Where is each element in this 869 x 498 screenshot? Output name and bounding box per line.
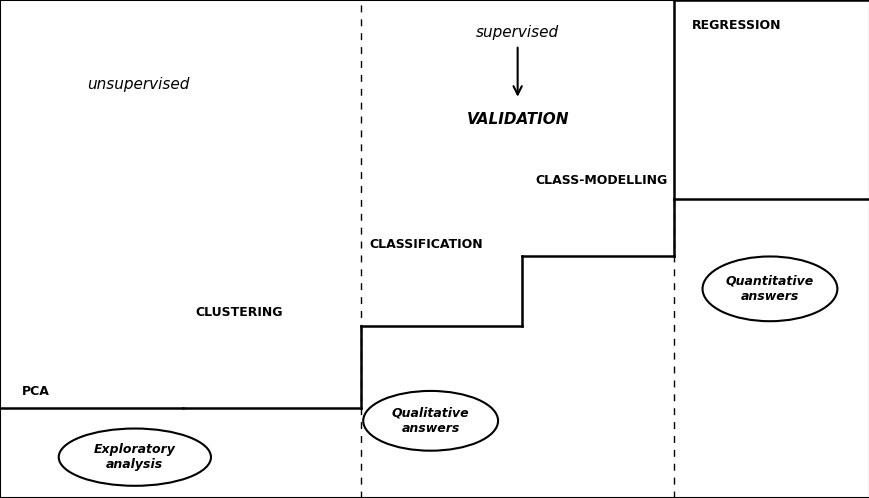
Text: CLASSIFICATION: CLASSIFICATION	[369, 239, 483, 251]
Text: CLASS-MODELLING: CLASS-MODELLING	[534, 174, 667, 187]
Text: REGRESSION: REGRESSION	[691, 19, 780, 32]
Text: Exploratory
analysis: Exploratory analysis	[94, 443, 176, 471]
Text: supervised: supervised	[475, 25, 559, 40]
Text: Qualitative
answers: Qualitative answers	[391, 407, 469, 435]
Text: PCA: PCA	[22, 385, 50, 398]
Text: unsupervised: unsupervised	[87, 77, 189, 92]
Text: Quantitative
answers: Quantitative answers	[725, 275, 813, 303]
Text: VALIDATION: VALIDATION	[466, 112, 568, 127]
Text: CLUSTERING: CLUSTERING	[196, 306, 283, 319]
